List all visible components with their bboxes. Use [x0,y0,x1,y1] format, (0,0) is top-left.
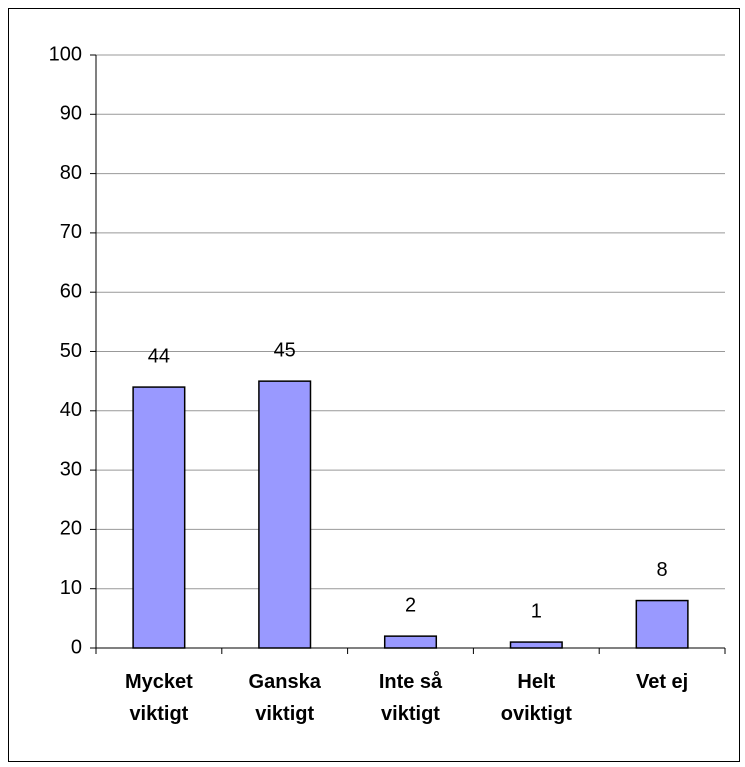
y-tick-label: 40 [60,399,82,421]
x-tick-label: Ganska viktigt [248,671,321,725]
y-tick-label: 60 [60,280,82,302]
x-tick-label: Vet ej [635,671,689,693]
chart-border [8,8,740,762]
y-tick-label: 0 [71,636,82,658]
data-label: 8 [657,559,668,581]
bar [635,599,689,649]
bar [258,380,312,649]
data-label: 1 [531,600,542,622]
y-tick-label: 20 [60,518,82,540]
data-label: 2 [405,594,416,616]
x-tick-label: Helt oviktigt [500,671,572,725]
x-tick-label: Inte så viktigt [378,671,443,725]
y-tick-label: 90 [60,103,82,125]
y-tick-label: 50 [60,340,82,362]
y-tick-label: 80 [60,162,82,184]
bar [383,635,438,649]
x-tick-label: Mycket viktigt [124,671,193,725]
y-tick-label: 10 [60,577,82,599]
y-tick-label: 100 [49,43,82,65]
data-label: 44 [148,345,170,367]
y-tick-label: 70 [60,221,82,243]
bar [132,386,186,649]
bar [509,641,563,649]
y-tick-label: 30 [60,458,82,480]
data-label: 45 [274,339,296,361]
